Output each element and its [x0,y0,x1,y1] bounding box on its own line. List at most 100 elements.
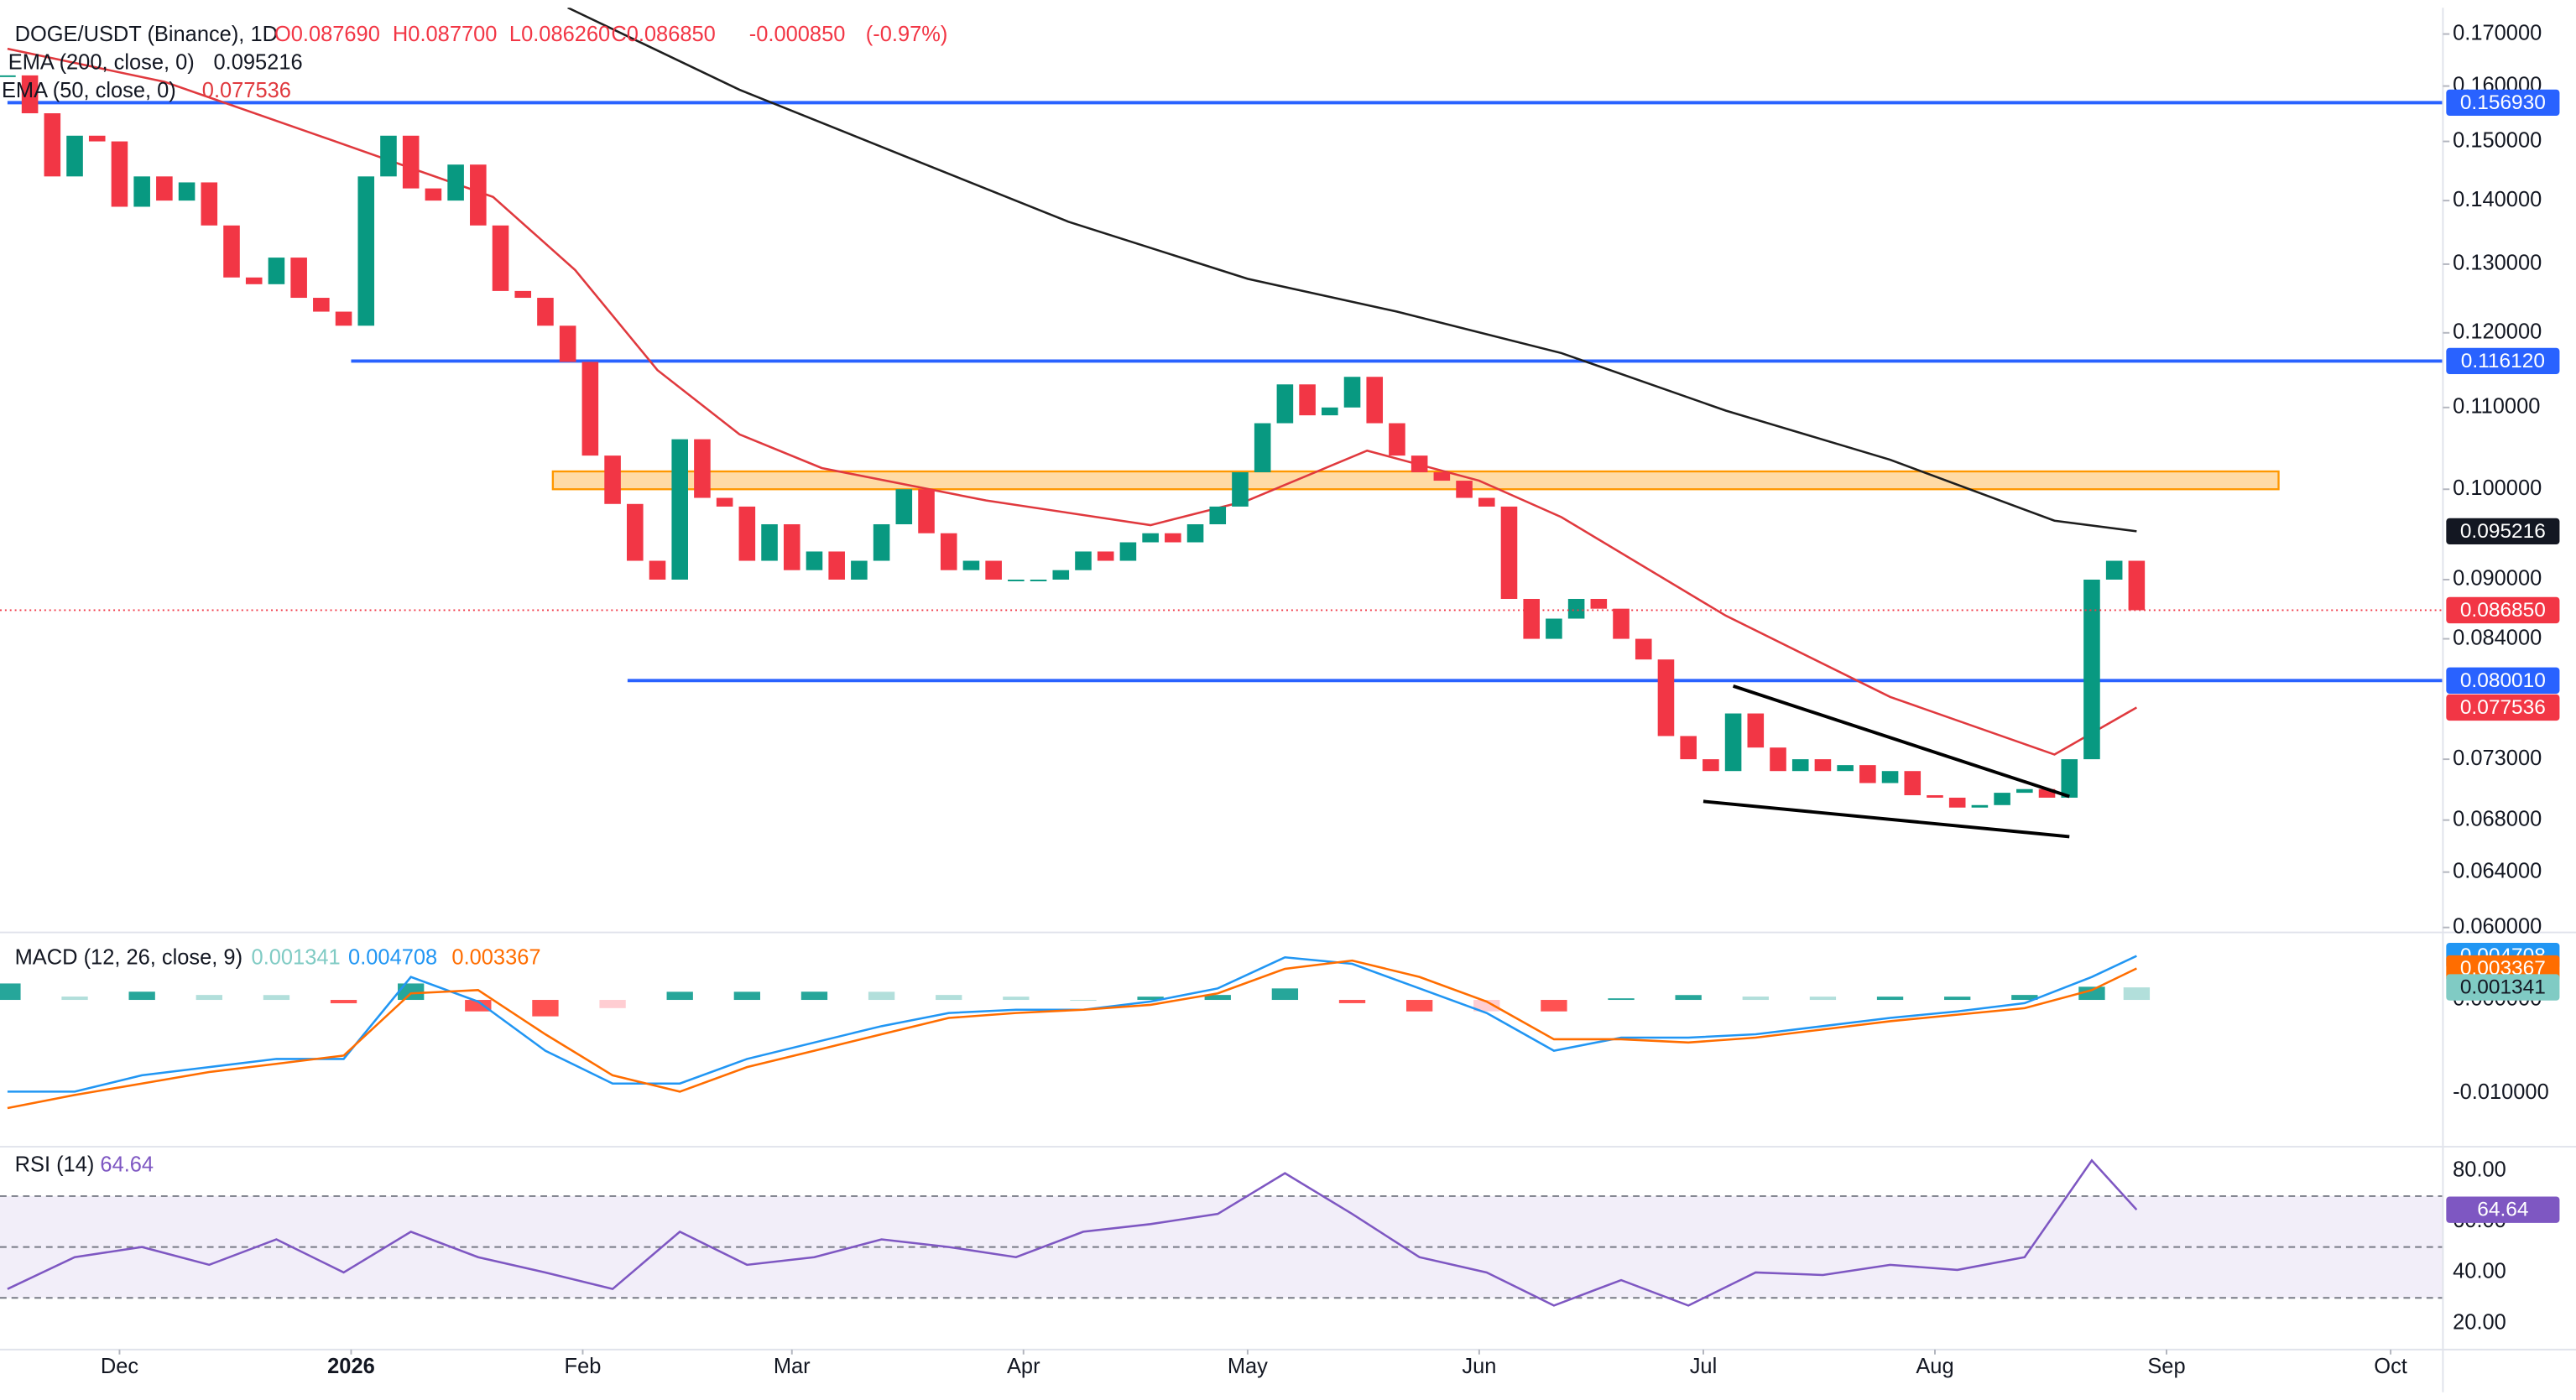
price-label: 0.080010 [2460,669,2546,692]
candle [1411,455,1428,472]
candle [268,258,285,284]
candle [1703,759,1719,772]
candle [761,523,778,561]
candle [895,489,913,524]
candle [1209,506,1227,524]
price-pane [0,8,2443,839]
macd-histogram-bar [1944,997,1971,1001]
candle [2083,579,2100,760]
y-tick-label: 80.00 [2453,1158,2506,1181]
candle [559,325,576,362]
candle [851,560,868,580]
x-tick-label: Aug [1916,1355,1953,1378]
candle [2128,560,2146,611]
candle [1747,713,1765,748]
candle [1052,570,1070,580]
rsi-pane [0,1158,2443,1307]
candle [88,135,106,142]
ohlc-close: C0.086850 [611,23,715,46]
candle [1097,551,1114,561]
candle [2016,788,2033,794]
candle [671,439,688,580]
candle [1994,793,2010,805]
candle [133,176,150,207]
candle [1904,771,1922,796]
macd-histogram-bar [1003,997,1030,1001]
candle [1680,736,1697,760]
ema50-value: 0.077536 [202,79,291,102]
candle [1770,747,1786,772]
y-tick-label: 0.150000 [2453,128,2542,152]
candle [1165,533,1181,543]
x-tick-label: May [1228,1355,1268,1378]
price-label-box [2446,347,2560,375]
macd-histogram-bar [398,983,425,1001]
symbol-title: DOGE/USDT (Binance), 1D [15,23,278,46]
candle [1030,579,1047,581]
y-tick-label: 0.140000 [2453,188,2542,211]
candle [425,188,442,201]
candle [402,135,420,189]
trendline [1732,684,2070,799]
y-tick-label: 0.120000 [2453,320,2542,344]
candle [2038,788,2056,798]
candle [447,164,464,201]
y-tick-label: 0.073000 [2453,747,2542,770]
macd-histogram-bar [1070,1000,1097,1002]
candle [44,113,61,177]
candle [1814,759,1832,772]
candle [335,311,352,326]
y-tick-label: 40.00 [2453,1260,2506,1283]
candle [0,75,16,77]
y-tick-label: -0.010000 [2453,1080,2549,1104]
y-tick-label: 0.110000 [2453,394,2540,418]
candle [1075,551,1092,570]
ema-200-line [567,8,2137,533]
rsi-value: 64.64 [100,1153,154,1176]
candle [1859,765,1876,783]
trendline [1703,799,2070,839]
candle [1881,771,1899,783]
macd-histogram-bar [263,995,290,1001]
candle [1456,481,1473,498]
x-tick-label: Dec [101,1355,139,1378]
macd-histogram-bar [128,991,155,1001]
x-tick-label: Sep [2147,1355,2185,1378]
ohlc-open: O0.087690 [274,23,380,46]
candle [290,258,307,299]
change: -0.000850 [749,23,846,46]
candle [1142,533,1159,543]
macd-hist-value: 0.001341 [252,946,341,970]
candle [313,298,330,312]
ema-50-line [7,47,2138,756]
candle [380,135,397,177]
x-tick-label: Oct [2374,1355,2407,1378]
candle [1523,598,1540,639]
y-tick-label: 0.100000 [2453,476,2542,500]
price-label-box [2446,89,2560,117]
candle [1971,804,1989,808]
x-tick-label: 2026 [327,1355,375,1378]
price-label: 0.095216 [2460,520,2546,543]
candle [21,75,39,114]
macd-histogram-bar [666,991,693,1001]
x-tick-label: Mar [774,1355,811,1378]
candle [492,225,509,291]
candle [828,551,845,580]
macd-histogram-bar [1473,1000,1500,1012]
candle [604,455,621,504]
candle [1343,377,1361,408]
macd-histogram-bar [733,991,761,1001]
ohlc-low: L0.086260 [509,23,610,46]
candle [1232,471,1249,507]
candle [873,523,890,561]
price-labels: 0.156930 0.116120 0.080010 0.095216 0.086850… [2446,89,2560,1223]
macd-histogram-bar [1809,997,1837,1001]
price-label: 64.64 [2477,1199,2528,1221]
macd-histogram-bar [1541,1000,1567,1012]
candle [1389,423,1405,456]
macd-histogram-bar [1137,997,1164,1001]
price-label-box [2446,667,2560,694]
candle [1322,407,1338,416]
candle [962,560,980,570]
